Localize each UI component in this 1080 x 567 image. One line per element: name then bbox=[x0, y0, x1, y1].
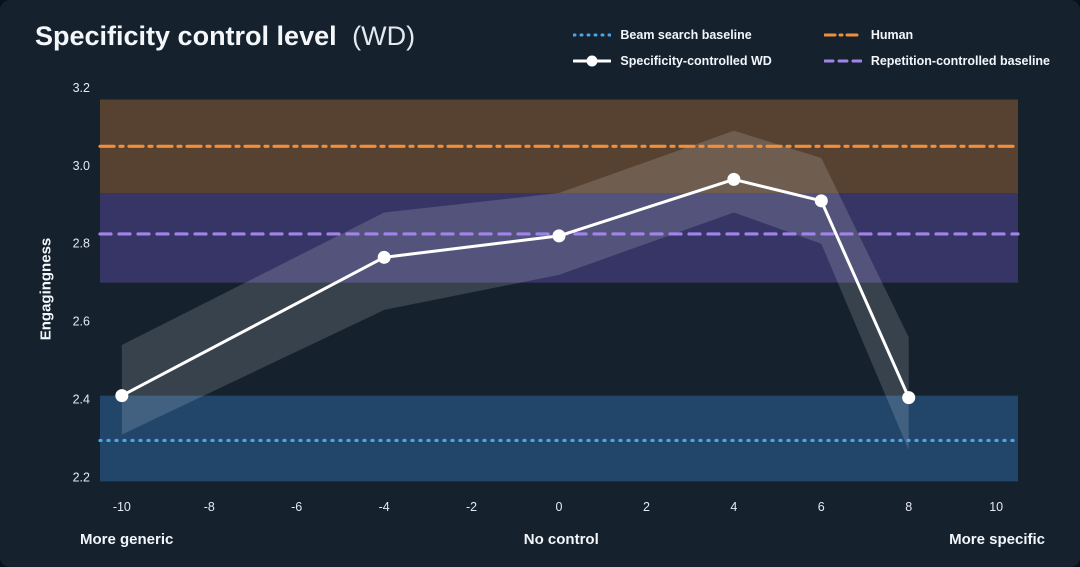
svg-text:3.2: 3.2 bbox=[73, 81, 90, 95]
svg-text:2.2: 2.2 bbox=[73, 470, 90, 484]
legend-label-repetition-controlled-baseline: Repetition-controlled baseline bbox=[870, 54, 1050, 68]
svg-text:-10: -10 bbox=[113, 500, 131, 514]
legend-label-human: Human bbox=[870, 28, 914, 42]
repetition-controlled-baseline-line-icon bbox=[823, 53, 862, 69]
svg-text:2: 2 bbox=[643, 500, 650, 514]
legend-item-repetition-controlled-baseline: Repetition-controlled baseline bbox=[823, 53, 1050, 69]
beam-search-baseline-line-icon bbox=[573, 27, 612, 43]
chart-title: Specificity control level bbox=[35, 21, 337, 51]
legend-label-beam-search-baseline: Beam search baseline bbox=[620, 28, 752, 42]
svg-text:-2: -2 bbox=[466, 500, 477, 514]
legend-label-specificity-controlled-wd: Specificity-controlled WD bbox=[620, 54, 772, 68]
svg-text:-8: -8 bbox=[204, 500, 215, 514]
svg-text:2.6: 2.6 bbox=[73, 315, 90, 329]
legend: Beam search baseline Specificity-control… bbox=[573, 27, 1050, 69]
y-axis-label: Engagingness bbox=[37, 237, 55, 341]
annotation-no-control: No control bbox=[523, 531, 599, 548]
annotation-more-specific: More specific bbox=[949, 531, 1045, 548]
svg-text:2.8: 2.8 bbox=[73, 237, 90, 251]
svg-text:4: 4 bbox=[730, 500, 737, 514]
svg-text:-6: -6 bbox=[291, 500, 302, 514]
x-axis-annotations: More generic No control More specific bbox=[80, 531, 1045, 548]
svg-text:-4: -4 bbox=[379, 500, 390, 514]
annotation-more-generic: More generic bbox=[80, 531, 174, 548]
chart-title-suffix: (WD) bbox=[352, 21, 416, 51]
legend-item-specificity-controlled-wd: Specificity-controlled WD bbox=[573, 53, 772, 69]
svg-text:8: 8 bbox=[905, 500, 912, 514]
legend-item-beam-search-baseline: Beam search baseline bbox=[573, 27, 771, 43]
human-line-icon bbox=[823, 27, 862, 43]
svg-text:2.4: 2.4 bbox=[73, 393, 90, 407]
specificity-controlled-wd-line-icon bbox=[573, 53, 612, 69]
svg-text:10: 10 bbox=[989, 500, 1003, 514]
svg-text:3.0: 3.0 bbox=[73, 159, 90, 173]
svg-text:6: 6 bbox=[818, 500, 825, 514]
page-title: Specificity control level (WD) bbox=[35, 21, 416, 52]
legend-item-human: Human bbox=[823, 27, 1050, 43]
svg-text:0: 0 bbox=[556, 500, 563, 514]
